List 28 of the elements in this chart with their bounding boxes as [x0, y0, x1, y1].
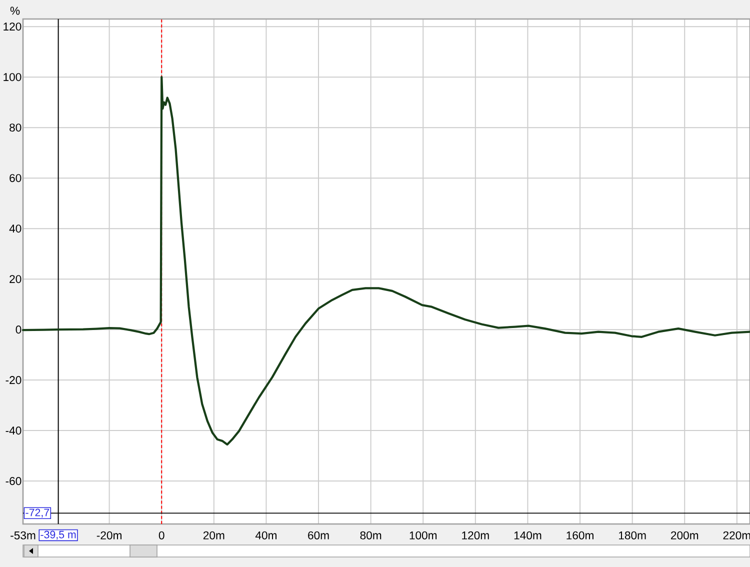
y-tick-label: 100	[4, 73, 22, 82]
x-tick-label: 40m	[255, 531, 276, 540]
line-series	[22, 76, 750, 446]
y-tick-label: 40	[9, 224, 22, 233]
y-axis-title: %	[10, 6, 20, 15]
x-tick-label: 0	[158, 531, 164, 540]
ref-line-label: -39,5 m	[40, 530, 76, 540]
x-tick-label: 140m	[514, 531, 542, 540]
x-tick-label: -53m	[10, 531, 36, 540]
x-tick-label: -20m	[96, 531, 122, 540]
x-tick-label: 60m	[308, 531, 329, 540]
x-tick-label: 80m	[360, 531, 382, 540]
x-tick-label: 160m	[566, 531, 594, 540]
y-tick-label: 80	[10, 124, 22, 132]
x-tick-label: 220m	[723, 531, 750, 540]
y-tick-label: -40	[6, 426, 22, 435]
x-tick-label: 200m	[671, 531, 698, 540]
y-tick-label: 20	[10, 275, 22, 284]
y-tick-label: 120	[4, 22, 22, 31]
x-tick-label: 100m	[410, 531, 437, 540]
y-tick-label: 60	[10, 174, 22, 182]
x-tick-label: 20m	[203, 531, 224, 540]
y-tick-label: -60	[6, 477, 22, 486]
y-tick-label: -20	[6, 376, 22, 384]
x-tick-label: 180m	[619, 531, 646, 540]
x-tick-label: 120m	[462, 531, 489, 540]
y-tick-label: 0	[16, 326, 22, 334]
ref-line-label: -72,7	[26, 508, 50, 518]
